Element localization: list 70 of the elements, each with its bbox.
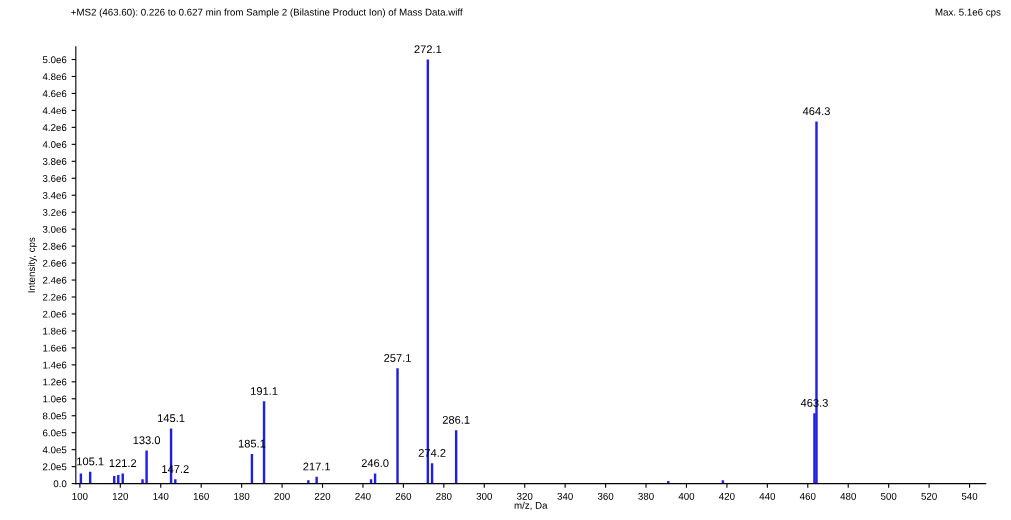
x-tick-label: 100 bbox=[72, 492, 88, 500]
y-tick-label: 1.4e6 bbox=[43, 361, 67, 369]
y-tick-label: 1.0e6 bbox=[43, 395, 67, 403]
x-tick-label: 260 bbox=[395, 492, 412, 500]
bar bbox=[315, 476, 318, 484]
bar bbox=[145, 450, 148, 484]
chart-subtitle: Max. 5.1e6 cps bbox=[935, 8, 1001, 18]
y-tick-label: 2.8e6 bbox=[42, 242, 67, 250]
y-tick-label: 3.6e6 bbox=[42, 175, 67, 182]
x-tick-label: 420 bbox=[719, 492, 735, 500]
y-tick-label: 2.6e6 bbox=[42, 259, 67, 267]
annotation: 217.1 bbox=[303, 462, 331, 471]
annotation: 257.1 bbox=[384, 354, 411, 362]
x-tick-label: 540 bbox=[961, 492, 978, 500]
y-tick-label: 3.4e6 bbox=[42, 191, 67, 199]
annotation: 121.2 bbox=[109, 459, 137, 467]
y-tick-label: 8.0e5 bbox=[42, 412, 67, 420]
x-tick-label: 300 bbox=[476, 492, 492, 500]
annotation: 105.1 bbox=[77, 457, 104, 466]
y-tick-label: 4.6e6 bbox=[42, 90, 67, 98]
y-tick-label: 6.0e5 bbox=[42, 429, 67, 437]
x-tick-label: 440 bbox=[759, 492, 776, 500]
x-tick-label: 360 bbox=[597, 492, 614, 500]
y-tick-label: 2.2e6 bbox=[42, 293, 67, 301]
x-tick-label: 160 bbox=[193, 492, 209, 500]
bar bbox=[174, 479, 177, 484]
bar bbox=[396, 368, 399, 484]
y-tick-label: 2.4e6 bbox=[42, 276, 67, 284]
x-tick-label: 340 bbox=[557, 492, 573, 500]
y-tick-label: 2.0e6 bbox=[42, 310, 67, 318]
x-tick-label: 500 bbox=[880, 492, 897, 500]
y-tick-label: 4.8e6 bbox=[42, 73, 67, 81]
y-tick-label: 2.0e5 bbox=[42, 463, 67, 471]
y-tick-label: 1.8e6 bbox=[43, 327, 67, 335]
y-tick-label: 4.0e5 bbox=[42, 446, 67, 454]
x-tick-label: 140 bbox=[153, 492, 169, 500]
bar bbox=[117, 475, 120, 484]
x-tick-label: 400 bbox=[678, 492, 695, 500]
y-axis-title: Intensity, cps bbox=[27, 237, 37, 293]
x-tick-label: 180 bbox=[234, 492, 250, 500]
x-axis-title: m/z, Da bbox=[514, 501, 548, 510]
bar bbox=[307, 480, 310, 484]
x-tick-label: 280 bbox=[436, 492, 452, 500]
annotation: 191.1 bbox=[251, 387, 278, 395]
x-tick-label: 380 bbox=[638, 492, 654, 500]
y-tick-label: 4.4e6 bbox=[42, 107, 67, 115]
x-tick-label: 220 bbox=[314, 492, 331, 500]
x-tick-label: 320 bbox=[516, 492, 533, 500]
y-tick-label: 3.0e6 bbox=[42, 225, 67, 233]
annotation: 464.3 bbox=[802, 107, 830, 116]
y-tick-label: 1.2e6 bbox=[43, 378, 67, 386]
x-tick-label: 520 bbox=[921, 492, 937, 500]
y-tick-label: 5.0e6 bbox=[42, 56, 67, 64]
x-tick-label: 240 bbox=[355, 492, 371, 500]
y-tick-label: 4.2e6 bbox=[42, 124, 67, 131]
annotation: 286.1 bbox=[442, 415, 470, 424]
x-tick-label: 120 bbox=[112, 492, 129, 500]
y-tick-label: 0.0 bbox=[53, 480, 67, 488]
annotation: 272.1 bbox=[414, 45, 442, 54]
annotation: 133.0 bbox=[133, 436, 161, 445]
y-tick-label: 3.8e6 bbox=[42, 158, 67, 165]
annotation: 246.0 bbox=[361, 459, 389, 468]
annotation: 145.1 bbox=[158, 414, 185, 423]
y-tick-label: 1.6e6 bbox=[43, 344, 67, 352]
x-tick-label: 200 bbox=[274, 492, 290, 500]
x-tick-label: 480 bbox=[840, 492, 856, 500]
x-tick-label: 460 bbox=[799, 492, 816, 500]
chart-title: +MS2 (463.60): 0.226 to 0.627 min from Sample 2 (Bilastine Product Ion) of Mass Data.wiff bbox=[71, 8, 463, 18]
y-tick-label: 4.0e6 bbox=[42, 141, 67, 148]
y-tick-label: 3.2e6 bbox=[42, 208, 67, 216]
